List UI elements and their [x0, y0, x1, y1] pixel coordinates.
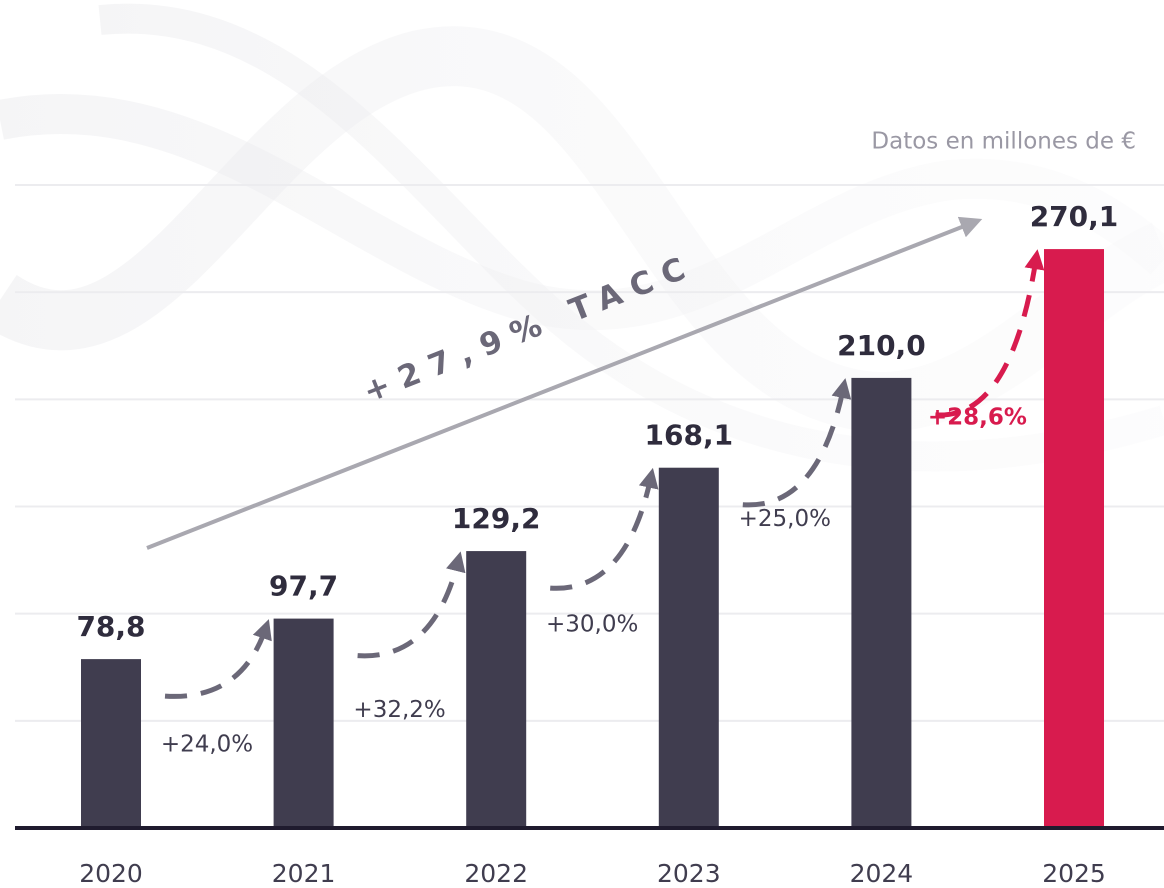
- growth-arrow: [935, 249, 1045, 418]
- growth-arrow: [550, 467, 659, 591]
- trend-arrow: [146, 216, 983, 550]
- value-label: 270,1: [1030, 200, 1119, 233]
- background-waves: [0, 3, 1164, 472]
- growth-label: +28,6%: [928, 404, 1027, 430]
- x-tick-label: 2020: [79, 859, 143, 888]
- growth-label: +25,0%: [739, 506, 831, 532]
- x-tick-label: 2025: [1042, 859, 1106, 888]
- growth-label: +30,0%: [546, 612, 638, 638]
- value-label: 168,1: [645, 419, 734, 452]
- growth-label: +32,2%: [353, 697, 445, 723]
- subtitle: Datos en millones de €: [871, 129, 1136, 155]
- x-tick-label: 2022: [464, 859, 528, 888]
- bar: [658, 467, 719, 828]
- value-label: 210,0: [837, 329, 926, 362]
- value-label: 78,8: [76, 610, 145, 643]
- bar: [273, 618, 334, 828]
- value-label: 97,7: [269, 570, 338, 603]
- growth-label: +24,0%: [161, 732, 253, 758]
- growth-arrow: [357, 551, 466, 659]
- growth-arrow: [164, 619, 272, 699]
- x-tick-label: 2023: [657, 859, 721, 888]
- bar: [466, 551, 527, 828]
- bar: [81, 659, 141, 828]
- bar: [851, 377, 912, 828]
- x-tick-label: 2021: [272, 859, 336, 888]
- growth-arrow: [742, 378, 852, 508]
- value-label: 129,2: [452, 502, 541, 535]
- x-tick-label: 2024: [850, 859, 914, 888]
- bar: [1044, 249, 1104, 828]
